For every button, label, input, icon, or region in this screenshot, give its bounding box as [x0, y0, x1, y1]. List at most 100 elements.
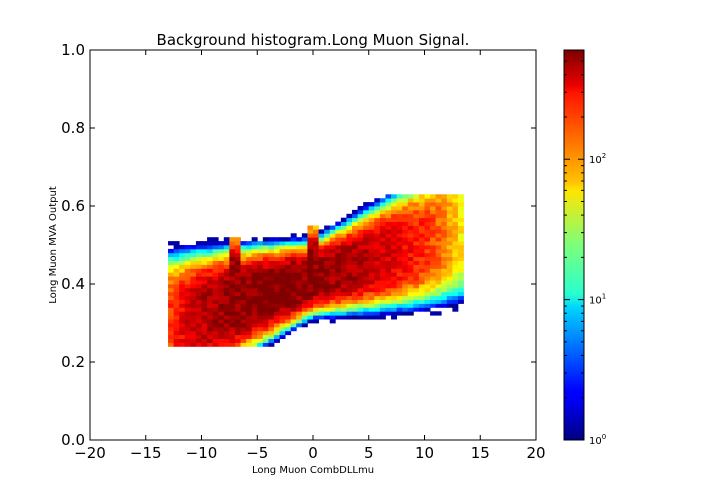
- heatmap-cell: [413, 225, 420, 230]
- heatmap-cell: [218, 295, 225, 300]
- heatmap-cell: [279, 326, 286, 332]
- heatmap-cell: [413, 276, 420, 281]
- heatmap-cell: [240, 307, 247, 312]
- heatmap-cell: [301, 233, 308, 238]
- heatmap-cell: [357, 307, 364, 312]
- heatmap-cell: [396, 202, 403, 207]
- heatmap-cell: [268, 264, 275, 269]
- heatmap-cell: [441, 299, 448, 304]
- heatmap-cell: [446, 291, 453, 297]
- heatmap-cell: [190, 319, 197, 324]
- heatmap-cell: [418, 202, 425, 207]
- heatmap-cell: [179, 268, 186, 273]
- heatmap-cell: [173, 284, 180, 289]
- heatmap-cell: [335, 245, 342, 250]
- heatmap-cell: [424, 229, 431, 234]
- heatmap-cell: [335, 252, 342, 258]
- heatmap-cell: [179, 307, 186, 312]
- heatmap-cell: [207, 319, 214, 324]
- heatmap-cell: [184, 287, 191, 293]
- heatmap-cell: [285, 276, 292, 281]
- heatmap-cell: [301, 237, 308, 242]
- heatmap-cell: [179, 248, 186, 254]
- heatmap-cell: [329, 299, 336, 304]
- heatmap-cell: [279, 315, 286, 320]
- heatmap-cell: [290, 284, 297, 289]
- heatmap-cell: [257, 291, 264, 297]
- heatmap-cell: [424, 276, 431, 281]
- heatmap-cell: [307, 260, 314, 265]
- heatmap-cell: [413, 264, 420, 269]
- heatmap-cell: [285, 323, 292, 328]
- heatmap-cell: [391, 307, 398, 312]
- heatmap-cell: [234, 241, 241, 246]
- heatmap-cell: [430, 245, 437, 250]
- heatmap-cell: [335, 221, 342, 226]
- heatmap-cell: [391, 260, 398, 265]
- heatmap-cell: [407, 213, 414, 219]
- heatmap-cell: [251, 326, 258, 332]
- heatmap-cell: [357, 260, 364, 265]
- heatmap-cell: [452, 233, 459, 238]
- heatmap-cell: [368, 303, 375, 308]
- heatmap-cell: [335, 311, 342, 316]
- heatmap-cell: [279, 268, 286, 273]
- heatmap-cell: [335, 284, 342, 289]
- heatmap-cell: [441, 221, 448, 226]
- heatmap-cell: [190, 307, 197, 312]
- heatmap-cell: [452, 198, 459, 203]
- heatmap-cell: [368, 225, 375, 230]
- heatmap-cell: [229, 264, 236, 269]
- heatmap-cell: [318, 291, 325, 297]
- heatmap-cell: [201, 287, 208, 293]
- heatmap-cell: [457, 202, 464, 207]
- heatmap-cell: [201, 323, 208, 328]
- heatmap-cell: [357, 241, 364, 246]
- heatmap-cell: [257, 280, 264, 285]
- heatmap-cell: [301, 291, 308, 297]
- heatmap-cell: [257, 334, 264, 339]
- heatmap-cell: [201, 272, 208, 277]
- heatmap-cell: [379, 217, 386, 222]
- heatmap-cell: [229, 342, 236, 347]
- heatmap-cell: [391, 241, 398, 246]
- heatmap-cell: [262, 241, 269, 246]
- heatmap-cell: [430, 303, 437, 308]
- heatmap-cell: [446, 202, 453, 207]
- heatmap-cell: [301, 323, 308, 328]
- heatmap-cell: [212, 338, 219, 343]
- heatmap-cell: [268, 284, 275, 289]
- heatmap-cell: [413, 260, 420, 265]
- heatmap-cell: [396, 252, 403, 258]
- y-tick-label: 0.8: [61, 119, 85, 137]
- heatmap-cell: [329, 268, 336, 273]
- heatmap-cell: [457, 241, 464, 246]
- heatmap-cell: [363, 311, 370, 316]
- heatmap-cell: [402, 291, 409, 297]
- heatmap-cell: [335, 241, 342, 246]
- heatmap-cell: [207, 295, 214, 300]
- heatmap-cell: [368, 248, 375, 254]
- heatmap-cell: [441, 268, 448, 273]
- heatmap-cell: [229, 295, 236, 300]
- heatmap-cell: [212, 268, 219, 273]
- heatmap-cell: [313, 272, 319, 277]
- heatmap-cell: [212, 295, 219, 300]
- heatmap-cell: [391, 291, 398, 297]
- heatmap-cell: [268, 295, 275, 300]
- heatmap-cell: [385, 311, 392, 316]
- heatmap-cell: [307, 315, 314, 320]
- heatmap-cell: [218, 287, 225, 293]
- heatmap-cell: [229, 260, 236, 265]
- heatmap-cell: [430, 276, 437, 281]
- heatmap-cell: [273, 276, 280, 281]
- heatmap-cell: [184, 330, 191, 336]
- heatmap-cell: [262, 260, 269, 265]
- heatmap-cell: [452, 221, 459, 226]
- heatmap-cell: [335, 280, 342, 285]
- heatmap-cell: [273, 248, 280, 254]
- heatmap-cell: [424, 241, 431, 246]
- heatmap-cell: [273, 245, 280, 250]
- heatmap-cell: [195, 252, 202, 258]
- heatmap-cell: [413, 287, 420, 293]
